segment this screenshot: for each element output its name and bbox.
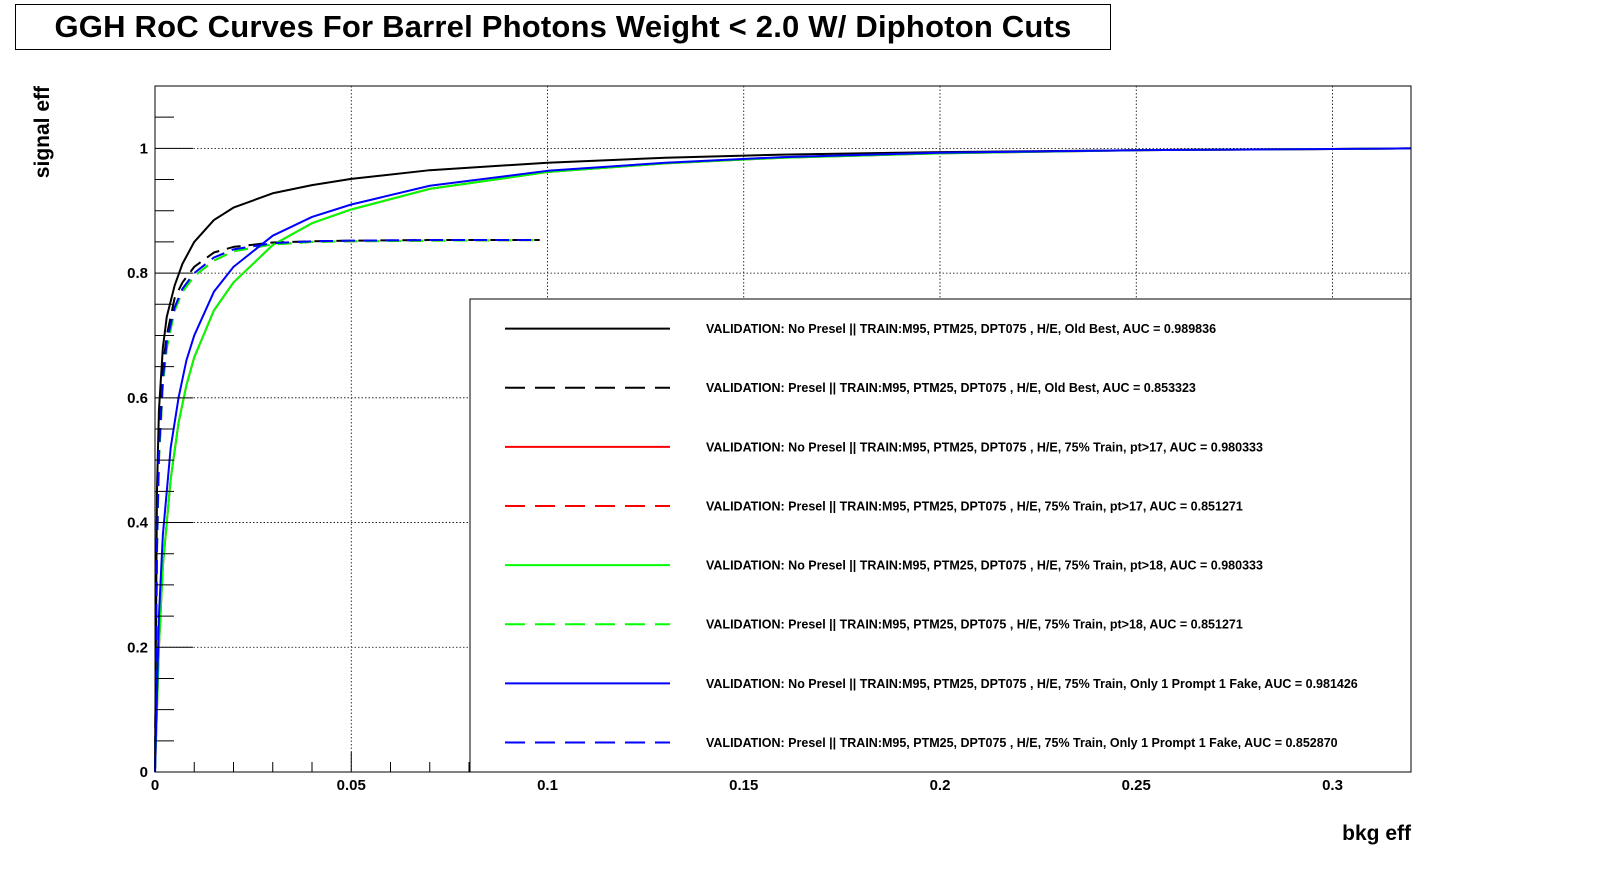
y-tick-label: 0.8 xyxy=(127,265,148,282)
legend-label-5: VALIDATION: No Presel || TRAIN:M95, PTM2… xyxy=(706,559,1263,573)
x-tick-label: 0.05 xyxy=(337,777,366,794)
legend-label-7: VALIDATION: No Presel || TRAIN:M95, PTM2… xyxy=(706,677,1358,691)
y-tick-label: 0.2 xyxy=(127,639,148,656)
legend: VALIDATION: No Presel || TRAIN:M95, PTM2… xyxy=(469,298,1412,773)
series-line-1 xyxy=(154,147,1412,773)
y-tick-label: 0.6 xyxy=(127,390,148,407)
chart-title-box: GGH RoC Curves For Barrel Photons Weight… xyxy=(15,4,1111,50)
legend-box xyxy=(469,298,1412,773)
x-axis-title: bkg eff xyxy=(1342,822,1412,845)
legend-label-8: VALIDATION: Presel || TRAIN:M95, PTM25, … xyxy=(706,736,1338,750)
y-tick-label: 1 xyxy=(140,140,148,157)
legend-label-1: VALIDATION: No Presel || TRAIN:M95, PTM2… xyxy=(706,322,1216,336)
y-tick-label: 0 xyxy=(140,764,148,781)
legend-label-6: VALIDATION: Presel || TRAIN:M95, PTM25, … xyxy=(706,618,1243,632)
x-tick-label: 0.2 xyxy=(930,777,951,794)
x-tick-label: 0.3 xyxy=(1322,777,1343,794)
legend-label-2: VALIDATION: Presel || TRAIN:M95, PTM25, … xyxy=(706,381,1196,395)
series-line-2 xyxy=(154,239,540,773)
y-axis-title: signal eff xyxy=(31,85,54,178)
x-tick-label: 0 xyxy=(151,777,159,794)
legend-label-4: VALIDATION: Presel || TRAIN:M95, PTM25, … xyxy=(706,499,1243,513)
legend-label-3: VALIDATION: No Presel || TRAIN:M95, PTM2… xyxy=(706,440,1263,454)
x-tick-label: 0.25 xyxy=(1122,777,1151,794)
series-line-7 xyxy=(154,147,1412,773)
y-tick-label: 0.4 xyxy=(127,515,149,532)
x-tick-label: 0.1 xyxy=(537,777,558,794)
chart-title: GGH RoC Curves For Barrel Photons Weight… xyxy=(54,9,1072,44)
x-tick-label: 0.15 xyxy=(729,777,758,794)
